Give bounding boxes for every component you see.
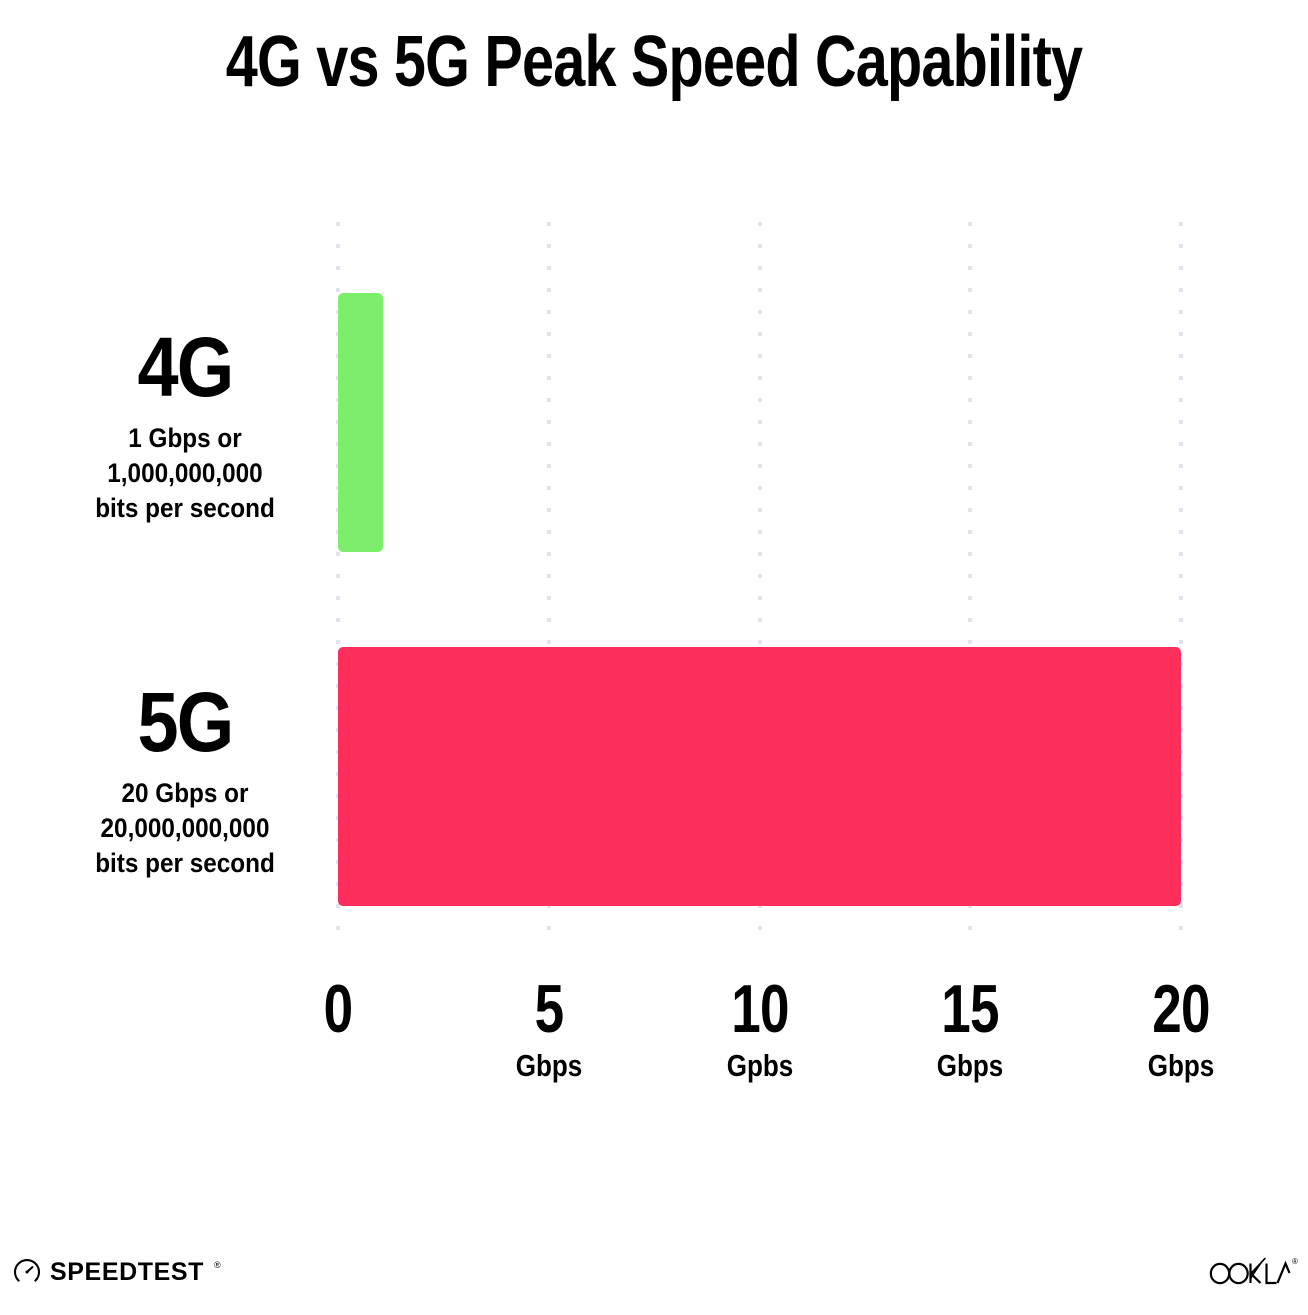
xaxis-tick-20-value: 20 bbox=[1152, 971, 1210, 1047]
bar-4g bbox=[338, 293, 383, 552]
ookla-logo: ® bbox=[1209, 1256, 1298, 1295]
xaxis-tick-20-unit: Gbps bbox=[1147, 1048, 1215, 1083]
xaxis-tick-15-value: 15 bbox=[941, 971, 999, 1047]
gridline-10 bbox=[758, 222, 762, 942]
row-label-5g-generation: 5G bbox=[137, 675, 234, 769]
xaxis-tick-10-unit: Gpbs bbox=[726, 1048, 794, 1083]
xaxis-tick-5: 5 Gbps bbox=[449, 975, 649, 1083]
gridline-20 bbox=[1179, 222, 1183, 942]
page-title: 4G vs 5G Peak Speed Capability bbox=[225, 22, 1083, 102]
speedtest-logo: SPEEDTEST ® bbox=[13, 1258, 221, 1286]
xaxis-tick-10-value: 10 bbox=[731, 971, 789, 1047]
gridline-5 bbox=[547, 222, 551, 942]
xaxis-tick-0: 0 bbox=[238, 975, 438, 1049]
xaxis-tick-15: 15 Gbps bbox=[870, 975, 1070, 1083]
row-label-5g-detail: 20 Gbps or 20,000,000,000 bits per secon… bbox=[95, 778, 275, 878]
ookla-wordmark bbox=[1209, 1256, 1291, 1295]
bar-5g bbox=[338, 647, 1181, 906]
speedometer-icon bbox=[13, 1258, 41, 1286]
ookla-trademark-icon: ® bbox=[1292, 1257, 1298, 1266]
xaxis-tick-15-unit: Gbps bbox=[936, 1048, 1004, 1083]
speedtest-trademark-icon: ® bbox=[214, 1260, 221, 1270]
row-label-5g: 5G 20 Gbps or 20,000,000,000 bits per se… bbox=[40, 680, 330, 881]
speedtest-wordmark: SPEEDTEST bbox=[50, 1257, 205, 1286]
xaxis-tick-5-value: 5 bbox=[534, 971, 565, 1047]
xaxis-tick-5-unit: Gbps bbox=[515, 1048, 583, 1083]
row-label-4g-detail: 1 Gbps or 1,000,000,000 bits per second bbox=[95, 423, 275, 523]
row-label-4g-generation: 4G bbox=[137, 320, 234, 414]
xaxis-tick-20: 20 Gbps bbox=[1081, 975, 1281, 1083]
xaxis-tick-10: 10 Gpbs bbox=[660, 975, 860, 1083]
gridline-15 bbox=[968, 222, 972, 942]
gridline-0 bbox=[336, 222, 340, 942]
row-label-4g: 4G 1 Gbps or 1,000,000,000 bits per seco… bbox=[40, 325, 330, 526]
xaxis-tick-0-value: 0 bbox=[323, 971, 354, 1047]
